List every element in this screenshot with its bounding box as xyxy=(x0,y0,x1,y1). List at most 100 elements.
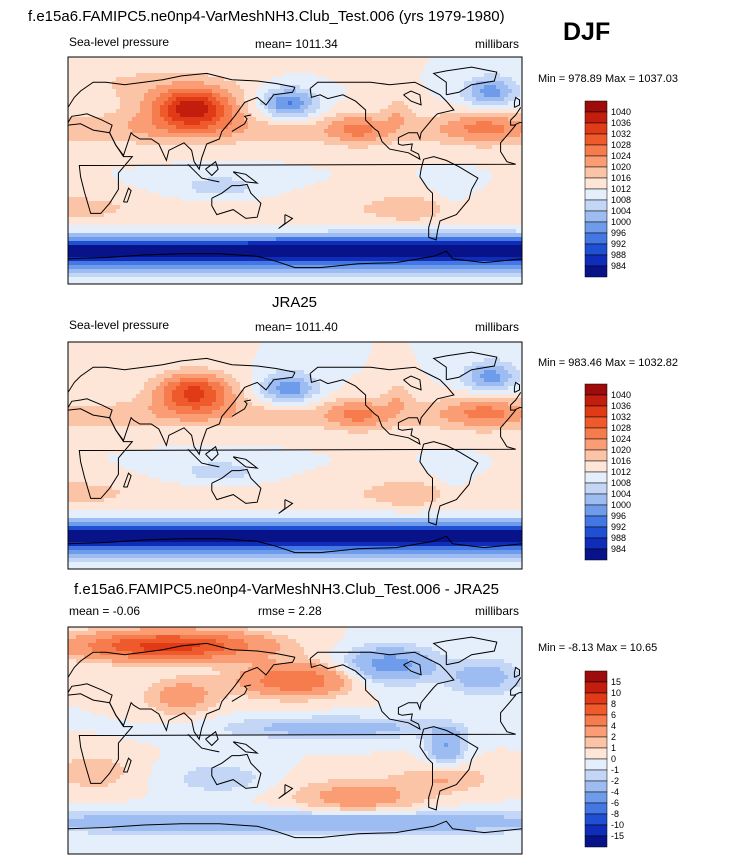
field-cell xyxy=(244,229,249,234)
field-cell xyxy=(208,201,213,206)
field-cell xyxy=(360,193,365,198)
field-cell xyxy=(252,157,257,162)
field-cell xyxy=(440,137,445,142)
field-cell xyxy=(164,189,169,194)
field-cell xyxy=(380,169,385,174)
field-cell xyxy=(116,229,121,234)
field-cell xyxy=(112,93,117,98)
field-cell xyxy=(224,101,229,106)
field-cell xyxy=(108,201,113,206)
field-cell xyxy=(384,181,389,186)
field-cell xyxy=(444,117,449,122)
field-cell xyxy=(320,157,325,162)
field-cell xyxy=(380,93,385,98)
field-cell xyxy=(208,117,213,122)
field-cell xyxy=(512,89,517,94)
field-cell xyxy=(312,157,317,162)
field-cell xyxy=(188,117,193,122)
field-cell xyxy=(176,81,181,86)
field-cell xyxy=(352,193,357,198)
field-cell xyxy=(388,169,393,174)
field-cell xyxy=(352,77,357,82)
field-cell xyxy=(344,57,349,62)
field-cell xyxy=(368,89,373,94)
field-cell xyxy=(400,193,405,198)
field-cell xyxy=(268,101,273,106)
field-cell xyxy=(396,57,401,62)
field-cell xyxy=(68,141,73,146)
field-cell xyxy=(456,145,461,150)
field-cell xyxy=(264,113,269,118)
field-cell xyxy=(324,153,329,158)
field-cell xyxy=(124,149,129,154)
field-cell xyxy=(76,129,81,134)
field-cell xyxy=(356,61,361,66)
field-cell xyxy=(80,117,85,122)
field-cell xyxy=(504,225,509,230)
field-cell xyxy=(520,189,523,194)
field-cell xyxy=(156,225,161,230)
field-cell xyxy=(68,121,73,126)
field-cell xyxy=(512,225,517,230)
field-cell xyxy=(388,213,393,218)
field-cell xyxy=(120,177,125,182)
field-cell xyxy=(376,149,381,154)
field-cell xyxy=(244,201,249,206)
field-cell xyxy=(456,161,461,166)
field-cell xyxy=(332,161,337,166)
field-cell xyxy=(260,101,265,106)
field-cell xyxy=(312,177,317,182)
field-cell xyxy=(472,161,477,166)
field-cell xyxy=(100,217,105,222)
field-cell xyxy=(340,161,345,166)
field-cell xyxy=(92,57,97,62)
field-cell xyxy=(244,113,249,118)
field-cell xyxy=(228,213,233,218)
field-cell xyxy=(112,213,117,218)
field-cell xyxy=(472,209,477,214)
field-cell xyxy=(420,73,425,78)
field-cell xyxy=(284,69,289,74)
field-cell xyxy=(456,169,461,174)
field-cell xyxy=(448,77,453,82)
field-cell xyxy=(520,81,523,86)
field-cell xyxy=(300,117,305,122)
field-cell xyxy=(128,177,133,182)
field-cell xyxy=(328,181,333,186)
field-cell xyxy=(264,121,269,126)
field-cell xyxy=(496,153,501,158)
field-cell xyxy=(432,157,437,162)
field-cell xyxy=(516,141,521,146)
field-cell xyxy=(140,229,145,234)
field-cell xyxy=(424,121,429,126)
field-cell xyxy=(332,129,337,134)
field-cell xyxy=(480,165,485,170)
field-cell xyxy=(512,77,517,82)
field-cell xyxy=(232,137,237,142)
field-cell xyxy=(284,133,289,138)
field-cell xyxy=(292,169,297,174)
field-cell xyxy=(244,109,249,114)
field-cell xyxy=(112,161,117,166)
field-cell xyxy=(252,81,257,86)
field-cell xyxy=(264,77,269,82)
field-cell xyxy=(148,69,153,74)
field-cell xyxy=(296,149,301,154)
field-cell xyxy=(440,61,445,66)
field-cell xyxy=(388,221,393,226)
field-cell xyxy=(356,145,361,150)
field-cell xyxy=(476,177,481,182)
field-cell xyxy=(500,117,505,122)
field-cell xyxy=(212,125,217,130)
field-cell xyxy=(72,217,77,222)
field-cell xyxy=(320,117,325,122)
field-cell xyxy=(492,121,497,126)
field-cell xyxy=(468,161,473,166)
field-cell xyxy=(92,229,97,234)
field-cell xyxy=(288,189,293,194)
field-cell xyxy=(448,157,453,162)
field-cell xyxy=(332,229,337,234)
field-cell xyxy=(268,133,273,138)
field-cell xyxy=(116,125,121,130)
field-cell xyxy=(412,149,417,154)
